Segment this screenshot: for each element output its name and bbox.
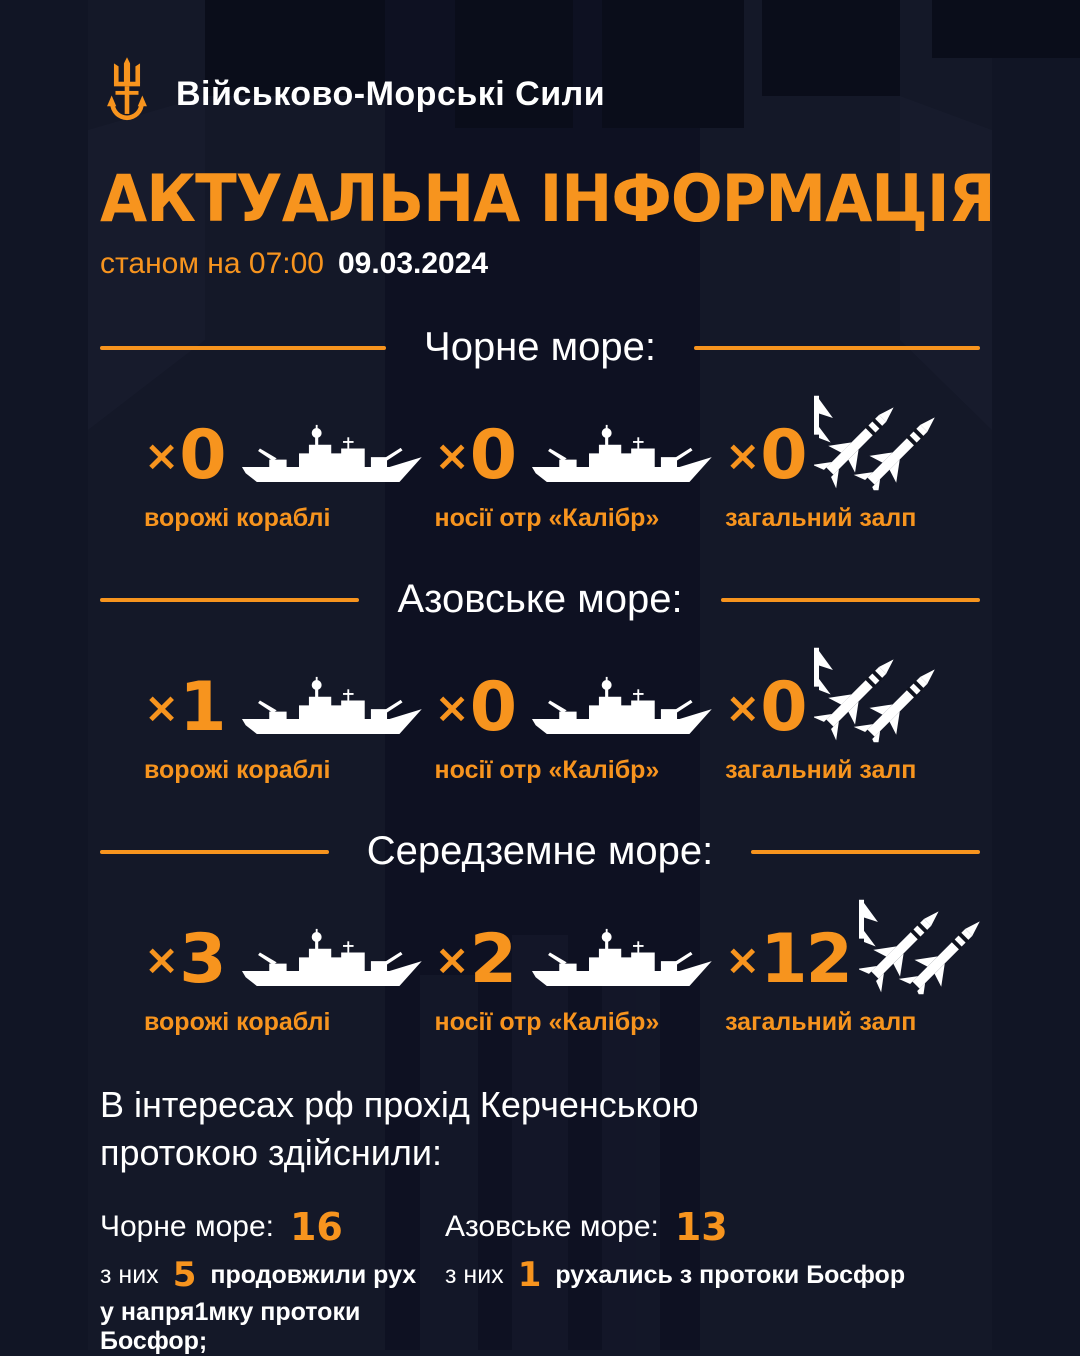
sea-name: Чорне море: — [100, 1210, 274, 1244]
stat-kalibr-carriers: × 0 носії отр «Калібр» — [435, 400, 714, 533]
brand-title: Військово-Морські Сили — [176, 74, 606, 113]
warship-icon — [527, 424, 713, 494]
divider-line — [693, 345, 981, 350]
stat-kalibr-carriers: × 2 носії отр «Калібр» — [435, 904, 714, 1037]
stat-count: × 0 — [434, 416, 518, 496]
stat-kalibr-carriers: × 0 носії отр «Калібр» — [435, 652, 714, 785]
stat-count: × 3 — [144, 920, 227, 1000]
warship-icon — [237, 928, 423, 998]
stat-label: ворожі кораблі — [144, 756, 331, 785]
stats-row-black-sea: × 0 ворожі кораблі × 0 носії отр «Калібр» … — [100, 400, 980, 533]
section-title: Середземне море: — [366, 829, 714, 874]
detail-text: рухались з протоки Босфор — [555, 1260, 906, 1289]
as-of-line: станом на 07:00 09.03.2024 — [100, 247, 980, 281]
kerch-intro: В інтересах рф прохід Керченською проток… — [100, 1081, 980, 1176]
stat-label: загальний залп — [725, 1008, 917, 1037]
missiles-icon — [814, 644, 942, 746]
section-title: Чорне море: — [424, 325, 656, 370]
stat-total-salvo: × 0 загальний залп — [725, 652, 980, 785]
passages-total: 16 — [289, 1205, 343, 1250]
stats-row-azov-sea: × 1 ворожі кораблі × 0 носії отр «Калібр» … — [100, 652, 980, 785]
stat-count: × 0 — [434, 668, 518, 748]
stat-label: загальний залп — [725, 504, 917, 533]
detail-text-line2: у напря1мку протоки Босфор; — [100, 1298, 361, 1356]
warship-icon — [527, 928, 713, 998]
header: Військово-Морські Сили — [104, 0, 980, 132]
kerch-black-sea-column: Чорне море: 16 з них 5 продовжили рух у … — [100, 1208, 445, 1356]
divider-line — [100, 597, 360, 602]
detail-text: продовжили рух — [210, 1260, 417, 1289]
missiles-icon — [814, 392, 942, 494]
section-heading-black-sea: Чорне море: — [100, 325, 981, 370]
section-heading-azov-sea: Азовське море: — [100, 577, 980, 622]
of-them-count: 1 — [517, 1255, 542, 1296]
divider-line — [100, 849, 329, 854]
warship-icon — [237, 676, 423, 746]
report-date: 09.03.2024 — [337, 247, 489, 281]
stat-count: × 0 — [144, 416, 227, 496]
stat-enemy-ships: × 1 ворожі кораблі — [144, 652, 423, 785]
stat-label: ворожі кораблі — [144, 1008, 331, 1037]
kerch-strait-section: В інтересах рф прохід Керченською проток… — [100, 1081, 980, 1356]
divider-line — [720, 597, 980, 602]
section-title: Азовське море: — [397, 577, 683, 622]
kerch-columns: Чорне море: 16 з них 5 продовжили рух у … — [100, 1208, 980, 1356]
stat-count: × 12 — [725, 920, 853, 1000]
stat-label: носії отр «Калібр» — [434, 756, 660, 785]
passages-total: 13 — [674, 1205, 728, 1250]
warship-icon — [237, 424, 423, 494]
stat-label: носії отр «Калібр» — [434, 504, 660, 533]
stat-total-salvo: × 0 загальний залп — [725, 400, 980, 533]
stats-row-mediterranean-sea: × 3 ворожі кораблі × 2 носії отр «Калібр» … — [100, 904, 980, 1037]
stat-enemy-ships: × 3 ворожі кораблі — [144, 904, 423, 1037]
stat-count: × 2 — [434, 920, 518, 1000]
stat-count: × 0 — [725, 668, 808, 748]
as-of-label: станом на 07:00 — [100, 247, 324, 281]
stat-label: загальний залп — [725, 756, 917, 785]
kerch-intro-line1: В інтересах рф прохід Керченською — [100, 1084, 699, 1126]
section-heading-mediterranean-sea: Середземне море: — [100, 829, 980, 874]
stat-label: носії отр «Калібр» — [434, 1008, 660, 1037]
sea-name: Азовське море: — [445, 1210, 659, 1244]
stat-enemy-ships: × 0 ворожі кораблі — [144, 400, 423, 533]
stat-total-salvo: × 12 загальний залп — [725, 904, 987, 1037]
stat-count: × 1 — [144, 668, 227, 748]
of-them-count: 5 — [172, 1255, 197, 1296]
navy-anchor-trident-icon — [104, 56, 150, 132]
warship-icon — [527, 676, 713, 746]
stat-label: ворожі кораблі — [144, 504, 331, 533]
page-title: АКТУАЛЬНА ІНФОРМАЦІЯ — [100, 161, 996, 238]
of-them-label: з них — [445, 1260, 504, 1289]
kerch-intro-line2: протокою здійснили: — [100, 1131, 442, 1173]
missiles-icon — [859, 896, 987, 998]
divider-line — [751, 849, 980, 854]
stat-count: × 0 — [725, 416, 808, 496]
kerch-azov-sea-column: Азовське море: 13 з них 1 рухались з про… — [445, 1208, 980, 1356]
of-them-label: з них — [100, 1260, 159, 1289]
divider-line — [100, 345, 387, 350]
